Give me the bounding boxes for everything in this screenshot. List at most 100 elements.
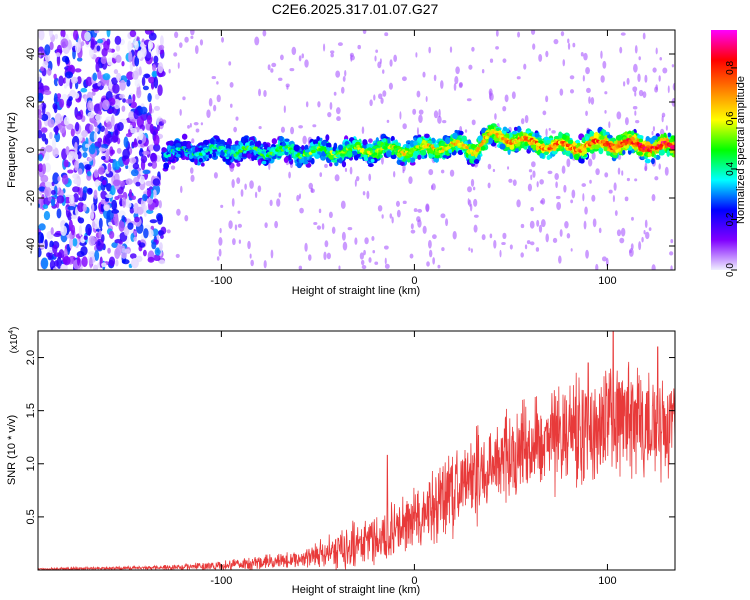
spectrogram-cell [101,262,107,268]
spectrogram-cell [66,123,74,130]
spectrogram-cell [489,92,494,101]
spectrogram-cell [114,195,120,201]
spectrogram-cell [291,46,297,56]
spectrogram-cell [567,38,570,44]
spectrogram-cell [127,40,132,53]
spectrogram-cell [77,202,85,213]
spectrogram-cell [332,146,336,153]
spectrogram-cell [186,143,191,149]
spectrogram-cell [190,30,195,36]
spectrogram-x-axis-label: Height of straight line (km) [292,285,420,297]
spectrogram-cell [97,240,101,246]
spectrogram-cell [540,219,546,228]
spectrogram-cell [413,137,417,141]
spectrogram-cell [524,141,528,146]
spectrogram-cell [621,170,624,176]
spectrogram-cell [146,114,153,125]
spectrogram-cell [96,124,101,135]
spectrogram-cell [517,31,521,38]
spectrogram-cell [100,155,106,161]
spectrogram-cell [645,231,650,240]
spectrogram-cell [283,105,286,113]
spectrogram-cell [560,31,565,37]
spectrogram-cell [134,40,139,51]
spectrogram-cell [481,234,486,241]
spectrogram-cell [402,200,407,205]
spectrogram-cell [60,30,66,38]
spectrogram-cell [38,92,44,102]
spectrogram-cell [57,175,61,182]
spectrogram-cell [580,51,584,57]
spectrogram-cell [125,98,133,104]
spectrogram-cell [442,120,447,124]
spectrogram-cell [389,213,393,219]
spectrogram-cell [121,259,130,265]
spectrogram-cell [229,82,234,88]
spectrogram-cell [558,131,563,139]
spectrogram-cell [595,263,599,270]
spectrogram-cell [433,110,439,119]
spectrogram-cell [658,75,661,82]
spectrogram-cell [535,247,540,252]
spectrogram-cell [621,142,626,146]
spectrogram-cell [395,142,399,146]
spectrogram-cell [572,146,577,150]
spectrogram-cell [368,257,372,263]
spectrogram-cell [158,230,165,236]
spectrogram-cell [53,232,62,238]
spectrogram-cell [407,157,411,163]
spectrogram-cell [370,158,375,163]
spectrogram-cell [107,221,113,226]
spectrogram-cell [74,121,80,132]
snr-plot-area [38,331,675,570]
spectrogram-cell [448,148,452,153]
spectrogram-cell [97,185,102,192]
spectrogram-cell [92,264,99,270]
spectrogram-cell [363,249,366,256]
spectrogram-cell [338,144,344,151]
spectrogram-cell [194,158,198,166]
spectrogram-cell [277,152,284,157]
spectrogram-cell [110,185,116,196]
spectrogram-cell [593,132,599,140]
spectrogram-cell [40,257,49,270]
spectrogram-cell [93,30,100,34]
spectrogram-cell [119,180,126,187]
spectrogram-cell [600,50,603,59]
spectrogram-cell [622,81,626,87]
spectrogram-cell [56,195,65,204]
spectrogram-cell [331,159,338,163]
spectrogram-cell [109,230,115,239]
spectrogram-cell [119,240,123,245]
spectrogram-cell [42,163,46,175]
spectrogram-cell [571,189,576,199]
spectrogram-cell [425,204,430,213]
spectrogram-cell [499,249,502,258]
spectrogram-cell [175,142,182,148]
spectrogram-cell [579,158,585,164]
spectrogram-cell [375,49,379,53]
spectrogram-cell [46,252,51,258]
spectrogram-cell [151,160,158,169]
spectrogram-cell [570,248,573,252]
spectrogram-cell [507,148,511,155]
spectrogram-cell [298,265,303,270]
spectrogram-cell [129,62,134,72]
spectrogram-cell [72,238,78,247]
spectrogram-cell [40,174,49,183]
spectrogram-cell [652,142,658,147]
spectrogram-cell [133,109,139,120]
spectrogram-cell [381,214,384,219]
spectrogram-cell [616,111,622,120]
spectrogram-cell [56,182,61,188]
spectrogram-cell [539,179,544,185]
spectrogram-cell [237,210,241,214]
spectrogram-cell [585,249,589,259]
spectrogram-cell [258,126,262,130]
spectrogram-cell [51,189,56,196]
spectrogram-cell [124,248,131,254]
spectrogram-cell [270,68,274,73]
spectrogram-cell [659,143,664,147]
spectrogram-cell [91,87,99,92]
spectrogram-cell [88,235,96,247]
